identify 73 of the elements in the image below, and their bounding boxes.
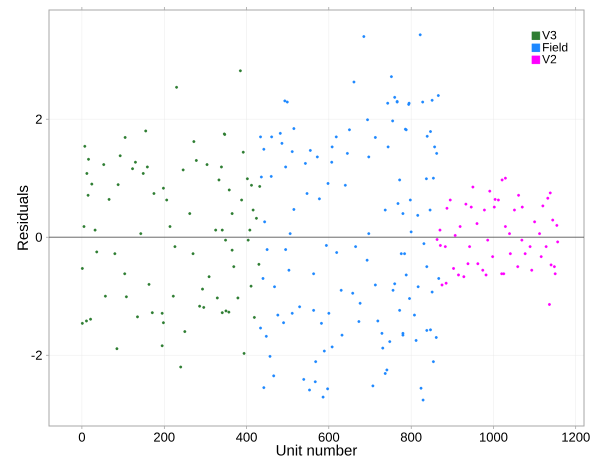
y-tick-label: -2 — [31, 350, 42, 360]
point — [502, 272, 506, 276]
y-tick-label: 0 — [36, 232, 42, 242]
point — [491, 255, 494, 258]
point — [528, 245, 532, 248]
point — [546, 196, 550, 200]
point — [458, 225, 462, 228]
point — [538, 232, 542, 236]
point — [481, 268, 484, 272]
point — [551, 218, 554, 222]
x-tick-label: 800 — [400, 432, 422, 442]
point — [486, 238, 490, 242]
point — [544, 245, 548, 248]
point — [484, 273, 488, 276]
y-axis-title: Residuals — [17, 186, 28, 250]
point — [438, 244, 442, 247]
point — [550, 263, 553, 266]
point — [556, 240, 560, 244]
point — [555, 224, 558, 227]
point — [482, 208, 486, 212]
y-tick-label: 2 — [36, 114, 42, 124]
point — [516, 265, 520, 268]
point — [520, 206, 524, 209]
legend-label: V3 — [542, 30, 556, 40]
point — [448, 198, 452, 202]
legend-label: Field — [543, 42, 568, 52]
point — [496, 198, 500, 202]
x-tick-label: 1200 — [562, 432, 590, 442]
point — [464, 202, 468, 206]
point — [466, 262, 470, 266]
point — [530, 268, 534, 272]
point — [438, 228, 442, 232]
point — [470, 206, 473, 209]
point — [444, 245, 447, 248]
point — [444, 282, 448, 285]
x-tick-label: 0 — [78, 432, 86, 442]
point — [476, 222, 478, 226]
x-tick-label: 400 — [236, 432, 257, 442]
point — [457, 273, 460, 276]
point — [524, 252, 527, 256]
x-tick-label: 600 — [318, 432, 340, 442]
point — [541, 204, 544, 208]
point — [554, 272, 557, 276]
point — [517, 194, 520, 197]
point — [471, 186, 474, 188]
point — [468, 245, 472, 248]
point — [552, 265, 556, 268]
point — [504, 176, 507, 180]
point — [548, 302, 551, 306]
point — [508, 252, 512, 256]
point — [540, 255, 543, 258]
point — [494, 198, 497, 201]
point — [436, 238, 439, 241]
point — [500, 272, 504, 276]
x-axis-title: Unit number — [276, 444, 358, 456]
point — [500, 178, 504, 182]
point — [520, 238, 524, 242]
point — [452, 267, 455, 270]
legend-label: V2 — [542, 54, 556, 64]
point — [504, 225, 507, 228]
x-tick-label: 1000 — [480, 432, 508, 442]
point — [462, 275, 466, 278]
point — [446, 206, 448, 210]
x-tick-label: 200 — [154, 432, 175, 442]
point — [533, 220, 536, 224]
point — [513, 208, 516, 212]
point — [476, 262, 480, 266]
point — [454, 234, 457, 237]
point — [548, 191, 552, 194]
point — [488, 190, 492, 193]
point — [440, 284, 444, 286]
point — [508, 232, 511, 236]
point — [492, 206, 496, 209]
